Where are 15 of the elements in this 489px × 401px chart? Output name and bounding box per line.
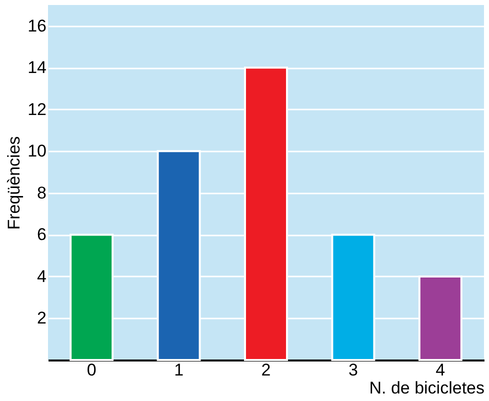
y-tick-label: 10 bbox=[28, 142, 46, 161]
x-tick-label: 3 bbox=[348, 360, 358, 380]
x-tick-label: 0 bbox=[86, 360, 96, 380]
x-tick-label: 4 bbox=[436, 360, 446, 380]
y-tick-label: 8 bbox=[37, 183, 46, 202]
x-tick-label: 2 bbox=[261, 360, 271, 380]
y-tick-label: 4 bbox=[37, 266, 46, 286]
y-tick-label: 14 bbox=[28, 58, 46, 78]
x-axis-title: N. de bicicletes bbox=[369, 378, 484, 398]
y-axis-title: Freqüències bbox=[4, 136, 24, 230]
y-tick-label: 16 bbox=[28, 16, 46, 36]
y-tick-label: 6 bbox=[37, 225, 46, 244]
x-tick-label: 1 bbox=[174, 360, 184, 380]
y-tick-label: 2 bbox=[37, 308, 46, 328]
y-tick-label: 12 bbox=[28, 100, 46, 119]
